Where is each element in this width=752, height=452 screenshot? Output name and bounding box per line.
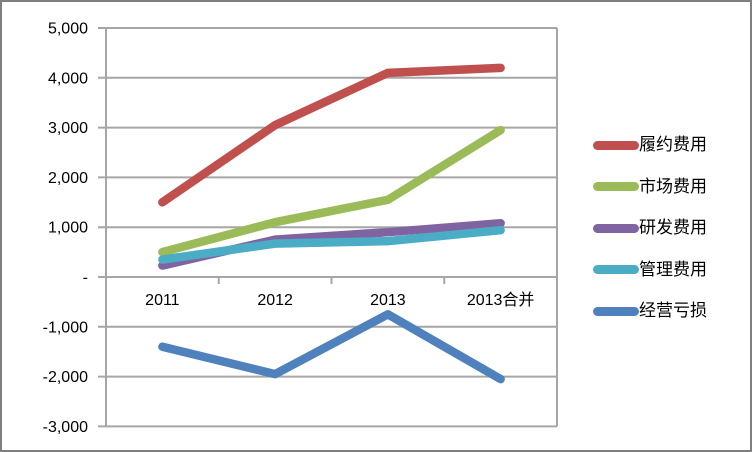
series-line-3 bbox=[158, 225, 505, 264]
series-line-1 bbox=[158, 125, 505, 257]
y-tick-label: - bbox=[83, 270, 88, 287]
y-tick-label: -1,000 bbox=[43, 319, 88, 336]
x-tick-label: 2012 bbox=[257, 292, 293, 309]
y-tick-label: -2,000 bbox=[43, 369, 88, 386]
x-tick-label: 2013 bbox=[370, 292, 406, 309]
x-tick-label: 2013合并 bbox=[467, 291, 535, 309]
y-tick-label: 5,000 bbox=[48, 21, 88, 38]
series-line-4 bbox=[158, 310, 505, 384]
y-tick-label: -3,000 bbox=[43, 419, 88, 436]
y-tick-label: 3,000 bbox=[48, 120, 88, 137]
y-tick-label: 4,000 bbox=[48, 70, 88, 87]
x-tick-label: 2011 bbox=[145, 292, 180, 309]
y-tick-label: 1,000 bbox=[48, 220, 88, 237]
series-line-0 bbox=[158, 63, 505, 207]
y-tick-label: 2,000 bbox=[48, 170, 88, 187]
